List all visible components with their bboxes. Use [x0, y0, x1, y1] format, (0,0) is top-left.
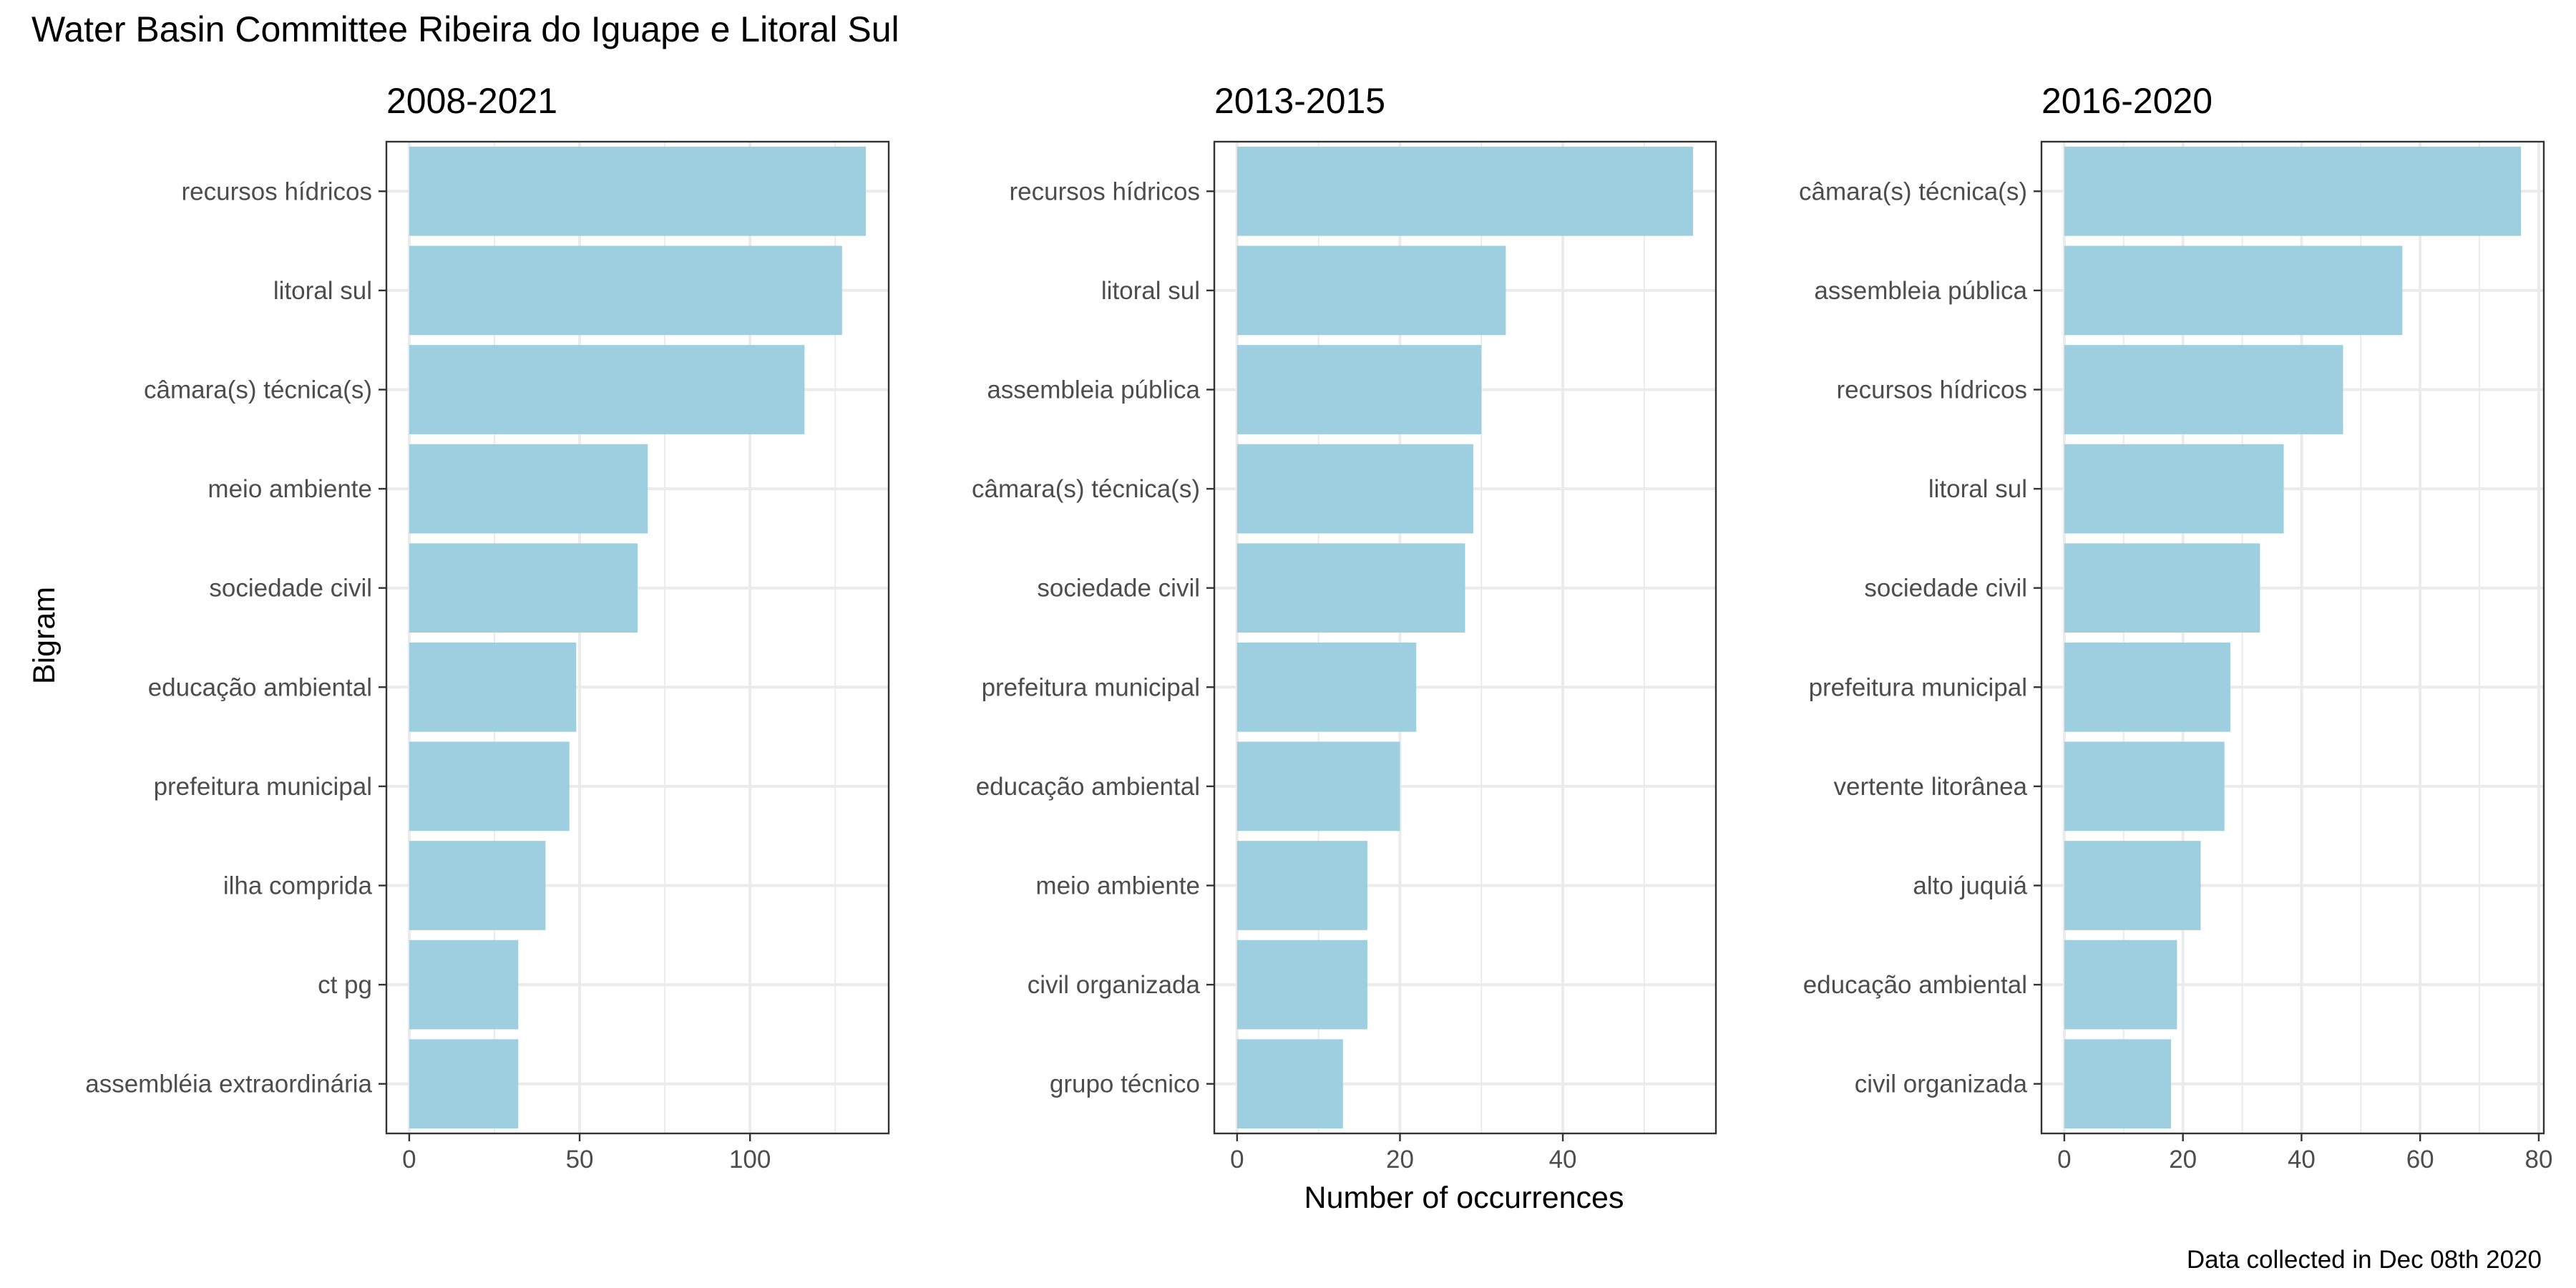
y-tick-label: ilha comprida — [223, 872, 373, 900]
y-tick-label: sociedade civil — [209, 575, 372, 602]
x-tick-label: 50 — [566, 1146, 594, 1174]
bar — [409, 345, 805, 434]
bar — [1236, 543, 1465, 633]
bar — [2064, 741, 2225, 831]
bar — [409, 245, 842, 336]
panel-title: 2013-2015 — [1214, 81, 1385, 121]
x-tick-label: 0 — [1230, 1146, 1244, 1174]
y-tick-label: litoral sul — [273, 277, 372, 305]
bar — [409, 741, 570, 831]
y-tick-label: câmara(s) técnica(s) — [972, 475, 1200, 503]
y-tick-label: grupo técnico — [1050, 1070, 1200, 1098]
x-axis-label: Number of occurrences — [1304, 1181, 1624, 1215]
y-tick-label: assembleia pública — [987, 376, 1200, 404]
bar — [1236, 940, 1367, 1030]
y-tick-label: prefeitura municipal — [154, 773, 372, 801]
y-tick-label: prefeitura municipal — [1809, 673, 2027, 701]
y-tick-label: litoral sul — [1101, 277, 1200, 305]
y-tick-label: recursos hídricos — [1837, 376, 2027, 404]
bar — [1236, 345, 1482, 434]
x-tick-label: 100 — [729, 1146, 771, 1174]
x-tick-label: 0 — [402, 1146, 416, 1174]
bar — [2064, 146, 2522, 236]
facet-panel: 2008-2021 recursos hídricos litoral sul câm… — [85, 81, 890, 1174]
bar — [409, 1039, 519, 1129]
y-axis-label: Bigram — [27, 587, 62, 684]
bar — [1236, 444, 1473, 534]
bar — [2064, 444, 2284, 534]
y-tick-label: civil organizada — [1855, 1070, 2028, 1098]
x-tick-label: 20 — [2169, 1146, 2197, 1174]
bar — [1236, 245, 1506, 336]
facet-panels: 2008-2021 recursos hídricos litoral sul câm… — [85, 81, 2552, 1174]
y-tick-label: educação ambiental — [148, 673, 372, 701]
facet-panel: 2016-2020 câmara(s) técnica(s) assembleia … — [1799, 81, 2552, 1174]
y-tick-label: meio ambiente — [208, 475, 372, 503]
y-tick-label: sociedade civil — [1864, 575, 2027, 602]
panel-border — [1213, 140, 1717, 1135]
bar — [2064, 245, 2403, 336]
bar — [2064, 345, 2343, 434]
bar — [409, 642, 577, 732]
facet-panel: 2013-2015 recursos hídricos litoral sul ass… — [972, 81, 1717, 1174]
x-tick-label: 60 — [2406, 1146, 2434, 1174]
y-tick-label: vertente litorânea — [1834, 773, 2028, 801]
y-tick-label: ct pg — [318, 971, 372, 999]
y-tick-label: alto juquiá — [1913, 872, 2027, 900]
y-tick-label: recursos hídricos — [1010, 177, 1200, 205]
bar — [2064, 940, 2177, 1030]
panel-border — [2040, 140, 2545, 1135]
y-tick-label: civil organizada — [1028, 971, 1201, 999]
bar — [1236, 741, 1400, 831]
bar — [409, 841, 546, 930]
bar — [1236, 146, 1694, 236]
y-tick-label: recursos hídricos — [182, 177, 372, 205]
bar — [409, 543, 638, 633]
bar — [409, 146, 867, 236]
y-tick-label: educação ambiental — [1803, 971, 2027, 999]
bar — [1236, 642, 1417, 732]
y-tick-label: assembleia pública — [1814, 277, 2027, 305]
bar — [409, 444, 648, 534]
bar — [409, 940, 519, 1030]
x-tick-label: 80 — [2524, 1146, 2552, 1174]
bar — [2064, 543, 2260, 633]
y-tick-label: litoral sul — [1928, 475, 2027, 503]
caption: Data collected in Dec 08th 2020 — [2187, 1246, 2542, 1274]
x-tick-label: 40 — [1549, 1146, 1577, 1174]
y-tick-label: meio ambiente — [1035, 872, 1200, 900]
bar — [1236, 1039, 1343, 1129]
bar — [2064, 1039, 2172, 1129]
y-tick-label: assembléia extraordinária — [85, 1070, 372, 1098]
y-tick-label: educação ambiental — [976, 773, 1200, 801]
y-tick-label: câmara(s) técnica(s) — [1799, 177, 2027, 205]
bar — [2064, 642, 2230, 732]
bar — [1236, 841, 1367, 930]
panel-title: 2016-2020 — [2041, 81, 2212, 121]
panel-border — [385, 140, 890, 1135]
panel-title: 2008-2021 — [386, 81, 557, 121]
y-tick-label: prefeitura municipal — [982, 673, 1200, 701]
x-tick-label: 40 — [2288, 1146, 2316, 1174]
chart-title: Water Basin Committee Ribeira do Iguape … — [31, 9, 899, 49]
x-tick-label: 20 — [1386, 1146, 1414, 1174]
y-tick-label: câmara(s) técnica(s) — [144, 376, 372, 404]
y-tick-label: sociedade civil — [1037, 575, 1200, 602]
x-tick-label: 0 — [2057, 1146, 2071, 1174]
bar — [2064, 841, 2201, 930]
